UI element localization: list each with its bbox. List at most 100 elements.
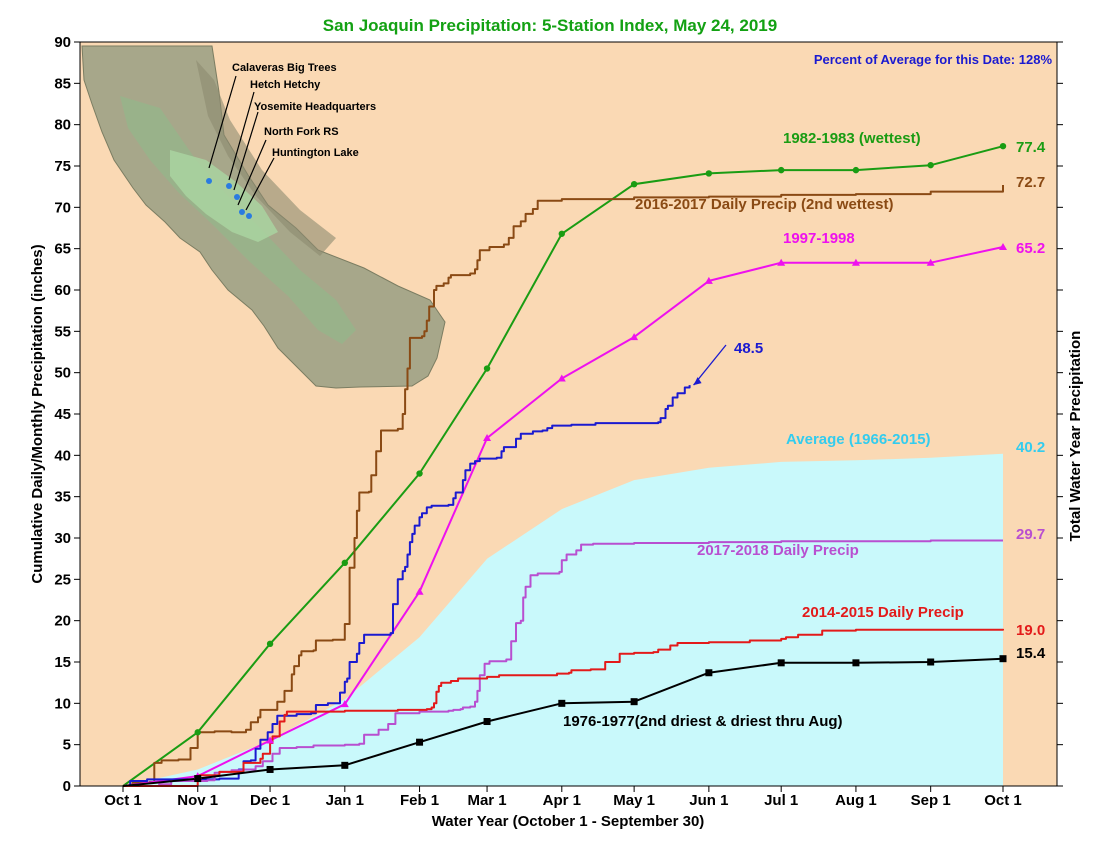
y-tick-label: 20 [54, 613, 71, 630]
data-point [557, 374, 566, 382]
data-point [341, 761, 349, 769]
x-tick-label: Oct 1 [984, 792, 1022, 809]
data-point [777, 258, 786, 266]
y-tick-label: 90 [54, 34, 71, 51]
series-name-label: 2014-2015 Daily Precip [802, 604, 964, 621]
data-point [777, 659, 785, 667]
data-point [416, 738, 424, 746]
label-layer: Average (1966-2015) 40.2 1982-1983 (wettes… [563, 130, 1046, 730]
x-tick-label: May 1 [613, 792, 655, 809]
series-line [123, 628, 1004, 787]
california-map-inset: Calaveras Big Trees Hetch Hetchy Yosemit… [81, 45, 446, 389]
y-tick-label: 40 [54, 447, 71, 464]
current-value-arrowhead [693, 377, 702, 386]
mountain-shading-shape [196, 60, 336, 256]
data-point [630, 333, 639, 341]
data-point [340, 700, 349, 708]
station-label-north-fork: North Fork RS [264, 126, 339, 138]
data-point [705, 669, 713, 677]
x-tick-label: Aug 1 [835, 792, 877, 809]
station-arrows [208, 75, 275, 211]
x-tick-label: Dec 1 [250, 792, 290, 809]
x-tick-label: Jul 1 [764, 792, 798, 809]
y-tick-label: 35 [54, 489, 71, 506]
data-point [927, 161, 934, 169]
data-point [705, 170, 713, 177]
x-tick-label: Jun 1 [689, 792, 728, 809]
series-line [123, 185, 1004, 787]
y-tick-label: 85 [54, 75, 71, 92]
series-name-label: 2017-2018 Daily Precip [697, 542, 859, 559]
data-point [704, 276, 713, 284]
average-area-layer [123, 453, 1003, 786]
y-tick-label: 45 [54, 406, 71, 423]
marker-layer [193, 142, 1007, 783]
data-point [483, 365, 491, 372]
data-point [266, 736, 275, 744]
x-axis-title: Water Year (October 1 - September 30) [432, 813, 705, 830]
y-tick-label: 65 [54, 241, 71, 258]
station-marker [206, 178, 212, 184]
x-tick-label: Oct 1 [104, 792, 142, 809]
series-line [123, 385, 691, 787]
y-tick-label: 75 [54, 158, 71, 175]
series-name-label: Average (1966-2015) [786, 431, 931, 448]
y-tick-label: 25 [54, 571, 71, 588]
data-point [194, 729, 201, 736]
data-point [483, 433, 492, 441]
end-value-label: 29.7 [1016, 526, 1045, 543]
san-joaquin-basin-shape [170, 150, 278, 242]
x-tick-label: Mar 1 [467, 792, 506, 809]
y-tick-label: 0 [63, 778, 71, 795]
data-point [999, 655, 1007, 663]
series-name-label: 2016-2017 Daily Precip (2nd wettest) [635, 196, 893, 213]
y-tick-label: 15 [54, 654, 71, 671]
station-label-hetch-hetchy: Hetch Hetchy [250, 79, 321, 91]
series-name-label: 1982-1983 (wettest) [783, 130, 921, 147]
data-point [266, 765, 274, 773]
x-tick-label: Apr 1 [543, 792, 581, 809]
x-tick-label: Jan 1 [326, 792, 364, 809]
percent-of-average-annotation: Percent of Average for this Date: 128% [814, 52, 1053, 67]
y-axis-title: Cumulative Daily/Monthly Precipitation (… [29, 244, 46, 583]
end-value-label: 72.7 [1016, 174, 1045, 191]
station-marker [239, 209, 245, 215]
y-tick-label: 80 [54, 117, 71, 134]
data-point [999, 142, 1007, 150]
y-axis-title-right: Total Water Year Precipitation [1067, 331, 1084, 542]
station-label-yosemite: Yosemite Headquarters [254, 101, 376, 113]
data-point [558, 230, 565, 237]
end-value-label: 77.4 [1016, 139, 1046, 156]
end-value-label: 65.2 [1016, 240, 1045, 257]
chart-title: San Joaquin Precipitation: 5-Station Ind… [323, 16, 777, 35]
y-tick-label: 55 [54, 323, 71, 340]
x-tick-label: Nov 1 [177, 792, 218, 809]
data-point [630, 698, 638, 706]
data-point [558, 699, 566, 707]
x-tick-label: Sep 1 [911, 792, 951, 809]
station-marker [246, 213, 252, 219]
series-average-area [123, 453, 1003, 786]
y-tick-label: 10 [54, 695, 71, 712]
series-name-label: 1976-1977(2nd driest & driest thru Aug) [563, 713, 843, 730]
y-tick-label: 30 [54, 530, 71, 547]
end-value-label: 19.0 [1016, 622, 1045, 639]
data-point [630, 180, 638, 188]
station-marker [234, 194, 240, 200]
y-tick-label: 50 [54, 365, 71, 382]
data-point [483, 718, 491, 726]
series-name-label: 1997-1998 [783, 230, 855, 247]
station-marker [226, 183, 232, 189]
data-point [852, 166, 860, 174]
data-point [851, 258, 860, 266]
data-point [266, 640, 274, 648]
data-point [416, 470, 423, 477]
x-axis: Oct 1 Nov 1 Dec 1 Jan 1 Feb 1 Mar 1 Apr 1 May 1… [104, 786, 1022, 809]
data-point [926, 258, 935, 266]
data-point [999, 243, 1007, 251]
end-value-label: 15.4 [1016, 645, 1046, 662]
y-tick-label: 70 [54, 199, 71, 216]
data-point [341, 559, 349, 566]
data-point [194, 775, 202, 783]
